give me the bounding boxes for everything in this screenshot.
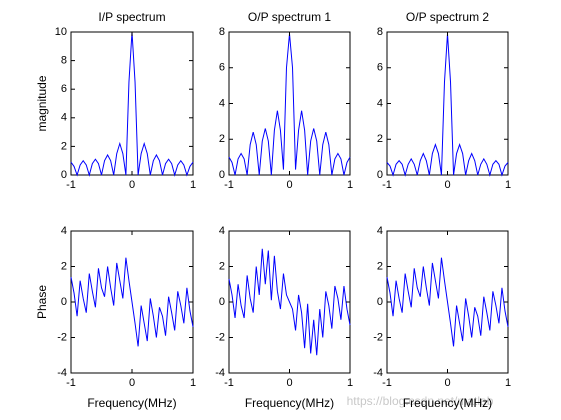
y-tick-label: 6 xyxy=(61,83,67,95)
y-tick-label: 4 xyxy=(219,97,225,109)
y-tick-label: 4 xyxy=(61,112,67,124)
y-tick-label: 2 xyxy=(219,260,225,272)
y-tick-label: 0 xyxy=(219,169,225,181)
x-tick-label: -1 xyxy=(66,377,76,389)
x-axis-label: Frequency(MHz) xyxy=(245,396,334,410)
x-tick-label: 1 xyxy=(347,179,353,191)
y-tick-label: 4 xyxy=(219,225,225,237)
x-tick-label: 0 xyxy=(129,179,135,191)
x-tick-label: -1 xyxy=(382,377,392,389)
x-tick-label: 1 xyxy=(505,377,511,389)
y-tick-label: 10 xyxy=(55,26,67,38)
y-tick-label: 0 xyxy=(61,296,67,308)
axes-box xyxy=(386,31,509,176)
axes-box xyxy=(228,31,351,176)
y-tick-label: 6 xyxy=(377,62,383,74)
y-tick-label: 2 xyxy=(61,260,67,272)
axes-title: O/P spectrum 2 xyxy=(406,10,489,24)
y-tick-label: 4 xyxy=(61,225,67,237)
x-tick-label: 0 xyxy=(444,377,450,389)
x-axis-label: Frequency(MHz) xyxy=(87,396,176,410)
y-tick-label: -4 xyxy=(215,367,225,379)
y-tick-label: 0 xyxy=(219,296,225,308)
x-axis-label: Frequency(MHz) xyxy=(403,396,492,410)
y-tick-label: 8 xyxy=(61,55,67,67)
x-tick-label: -1 xyxy=(66,179,76,191)
x-tick-label: -1 xyxy=(224,179,234,191)
y-tick-label: 2 xyxy=(219,133,225,145)
y-tick-label: 2 xyxy=(377,260,383,272)
x-tick-label: 1 xyxy=(190,179,196,191)
x-tick-label: 1 xyxy=(347,377,353,389)
x-tick-label: -1 xyxy=(224,377,234,389)
axes-title: I/P spectrum xyxy=(98,10,165,24)
y-tick-label: 2 xyxy=(61,140,67,152)
x-tick-label: 0 xyxy=(286,179,292,191)
y-tick-label: 8 xyxy=(377,26,383,38)
data-line xyxy=(70,257,194,347)
y-tick-label: 8 xyxy=(219,26,225,38)
data-line xyxy=(228,248,351,356)
y-tick-label: 2 xyxy=(377,133,383,145)
y-axis-label: Phase xyxy=(35,285,49,319)
axes-title: O/P spectrum 1 xyxy=(248,10,331,24)
data-line xyxy=(386,257,509,347)
y-tick-label: 6 xyxy=(219,62,225,74)
x-tick-label: 0 xyxy=(129,377,135,389)
y-tick-label: 4 xyxy=(377,97,383,109)
x-tick-label: 0 xyxy=(444,179,450,191)
y-tick-label: 0 xyxy=(61,169,67,181)
y-axis-label: magnitude xyxy=(35,75,49,131)
y-tick-label: 0 xyxy=(377,169,383,181)
y-tick-label: 0 xyxy=(377,296,383,308)
watermark: https://blog.csdn.net/matlab xyxy=(347,394,494,408)
x-tick-label: -1 xyxy=(382,179,392,191)
x-tick-label: 1 xyxy=(505,179,511,191)
y-tick-label: -2 xyxy=(373,331,383,343)
y-tick-label: 4 xyxy=(377,225,383,237)
y-tick-label: -4 xyxy=(57,367,67,379)
y-tick-label: -4 xyxy=(373,367,383,379)
y-tick-label: -2 xyxy=(215,331,225,343)
y-tick-label: -2 xyxy=(57,331,67,343)
x-tick-label: 0 xyxy=(286,377,292,389)
x-tick-label: 1 xyxy=(190,377,196,389)
axes-box xyxy=(70,31,194,176)
